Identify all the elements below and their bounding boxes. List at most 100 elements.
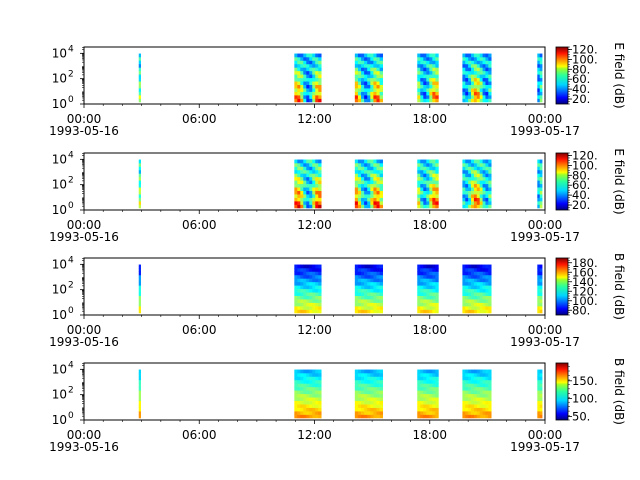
intensity-cell	[479, 53, 483, 58]
intensity-cell	[479, 386, 483, 391]
intensity-cell	[479, 60, 483, 65]
intensity-cell	[361, 197, 365, 202]
intensity-cell	[468, 169, 472, 174]
intensity-cell	[420, 386, 424, 391]
intensity-cell	[367, 407, 371, 412]
intensity-cell	[315, 60, 319, 65]
intensity-cell	[300, 74, 304, 79]
intensity-cell	[539, 194, 543, 198]
colorbar-tick-label: 100.	[572, 294, 598, 308]
intensity-cell	[468, 390, 472, 395]
intensity-cell	[482, 81, 486, 85]
intensity-cell	[435, 173, 439, 178]
intensity-cell	[482, 299, 486, 303]
intensity-cell	[537, 400, 541, 405]
intensity-cell	[423, 264, 427, 269]
intensity-cell	[473, 53, 478, 58]
intensity-cell	[482, 98, 486, 103]
intensity-cell	[376, 183, 380, 188]
intensity-cell	[370, 166, 374, 171]
intensity-cell	[373, 264, 377, 269]
intensity-cell	[370, 204, 374, 209]
intensity-cell	[318, 194, 322, 198]
intensity-cell	[367, 176, 371, 181]
intensity-cell	[537, 379, 541, 384]
intensity-cell	[473, 306, 478, 310]
intensity-cell	[429, 407, 433, 412]
intensity-cell	[357, 383, 362, 388]
intensity-cell	[361, 169, 365, 174]
intensity-cell	[468, 74, 472, 79]
intensity-cell	[426, 173, 430, 178]
intensity-cell	[539, 299, 543, 303]
intensity-cell	[482, 373, 486, 377]
intensity-cell	[354, 400, 359, 405]
intensity-cell	[417, 74, 421, 79]
intensity-cell	[435, 285, 439, 290]
intensity-cell	[297, 183, 301, 188]
intensity-cell	[294, 400, 298, 405]
intensity-cell	[476, 63, 480, 68]
intensity-cell	[318, 166, 322, 171]
intensity-cell	[376, 173, 380, 178]
intensity-cell	[435, 379, 439, 384]
intensity-cell	[462, 264, 466, 269]
intensity-cell	[294, 295, 298, 300]
intensity-cell	[432, 299, 436, 303]
intensity-cell	[376, 414, 380, 419]
intensity-cell	[300, 67, 304, 72]
intensity-cell	[357, 268, 362, 272]
intensity-cell	[294, 70, 298, 75]
intensity-cell	[294, 309, 298, 314]
intensity-cell	[417, 98, 421, 103]
intensity-cell	[297, 383, 301, 388]
intensity-cell	[420, 390, 424, 395]
intensity-cell	[315, 204, 319, 209]
intensity-cell	[306, 91, 310, 96]
intensity-cell	[465, 373, 469, 377]
intensity-cell	[309, 386, 313, 391]
colorbar-tick-label: 40.	[572, 188, 590, 202]
intensity-cell	[488, 183, 492, 188]
intensity-cell	[138, 306, 141, 310]
intensity-cell	[297, 204, 301, 209]
intensity-cell	[435, 271, 439, 276]
colorbar-tick-label: 100.	[572, 158, 598, 172]
intensity-cell	[379, 376, 383, 381]
intensity-cell	[473, 63, 478, 68]
intensity-cell	[537, 95, 541, 99]
data-block	[462, 369, 492, 419]
intensity-cell	[367, 299, 371, 303]
intensity-cell	[537, 77, 541, 82]
intensity-cell	[423, 84, 427, 89]
intensity-cell	[300, 166, 304, 171]
intensity-cell	[312, 299, 316, 303]
intensity-cell	[367, 95, 371, 99]
intensity-cell	[537, 194, 541, 198]
intensity-cell	[312, 197, 316, 202]
intensity-cell	[315, 74, 319, 79]
intensity-cell	[476, 187, 480, 191]
intensity-cell	[318, 163, 322, 167]
spectrogram	[138, 369, 543, 419]
intensity-cell	[471, 295, 475, 300]
intensity-cell	[426, 383, 430, 388]
intensity-cell	[315, 386, 319, 391]
intensity-cell	[488, 302, 492, 307]
intensity-cell	[367, 187, 371, 191]
intensity-cell	[354, 369, 359, 374]
intensity-cell	[465, 91, 469, 96]
intensity-cell	[297, 268, 301, 272]
intensity-cell	[376, 159, 380, 164]
intensity-cell	[476, 201, 480, 205]
intensity-cell	[488, 95, 492, 99]
intensity-cell	[539, 60, 543, 65]
intensity-cell	[294, 187, 298, 191]
intensity-cell	[426, 169, 430, 174]
intensity-cell	[479, 201, 483, 205]
intensity-cell	[420, 383, 424, 388]
intensity-cell	[473, 302, 478, 307]
intensity-cell	[379, 204, 383, 209]
intensity-cell	[479, 268, 483, 272]
intensity-cell	[297, 91, 301, 96]
